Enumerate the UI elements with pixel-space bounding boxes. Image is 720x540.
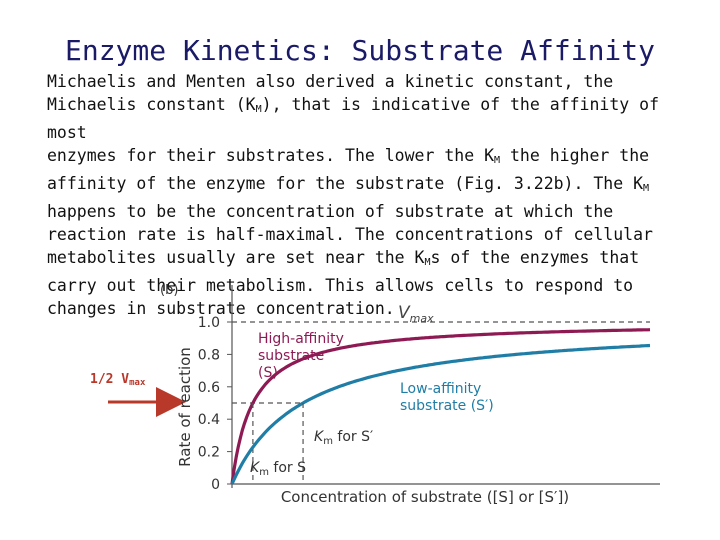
high-affinity-label: substrate — [258, 348, 324, 364]
paragraph-line: reaction rate is half-maximal. The conce… — [47, 225, 653, 244]
paragraph-line: Michaelis and Menten also derived a kine… — [47, 72, 614, 91]
high-affinity-label: High-affinity — [258, 331, 344, 347]
half-vmax-label: 1/2 Vmax — [90, 372, 145, 388]
y-tick-label: 0.6 — [198, 380, 220, 396]
km-rest: for S′ — [333, 429, 373, 445]
km-s-label: Km for S — [250, 460, 306, 478]
subscript: M — [255, 104, 262, 115]
paragraph-line: happens to be the concentration of subst… — [47, 202, 614, 221]
km-s-prime-label: Km for S′ — [314, 429, 373, 447]
high-affinity-curve — [230, 328, 651, 485]
km-sub: m — [259, 467, 269, 478]
paragraph-line: affinity of the enzyme for the substrate… — [47, 174, 650, 194]
subscript: M — [494, 155, 501, 166]
paragraph-line: enzymes for their substrates. The lower … — [47, 146, 650, 166]
subscript: M — [424, 257, 431, 268]
slide-title: Enzyme Kinetics: Substrate Affinity — [64, 34, 655, 67]
subscript: M — [643, 183, 650, 194]
y-tick-label: 1.0 — [198, 315, 220, 331]
km-rest: for S — [269, 460, 306, 476]
paragraph-line: changes in substrate concentration. — [47, 299, 395, 318]
low-affinity-label: Low-affinity — [400, 381, 481, 397]
y-tick-label: 0.8 — [198, 347, 220, 363]
y-tick-label: 0.4 — [198, 412, 220, 428]
km-main: K — [250, 460, 261, 476]
km-main: K — [314, 429, 325, 445]
body-paragraph: Michaelis and Menten also derived a kine… — [47, 70, 707, 320]
high-affinity-label: (S) — [258, 365, 278, 381]
half-vmax-main: 1/2 V — [90, 372, 130, 387]
km-sub: m — [323, 436, 333, 447]
y-tick-label: 0 — [211, 477, 220, 493]
vmax-sub: max — [410, 312, 434, 325]
y-tick-label: 0.2 — [198, 445, 220, 461]
half-vmax-sub: max — [129, 378, 146, 388]
y-axis-label: Rate of reaction — [176, 347, 194, 467]
x-axis-label: Concentration of substrate ([S] or [S′]) — [281, 488, 569, 506]
panel-label: (b) — [160, 283, 178, 298]
vmax-label: Vmax — [398, 303, 434, 325]
paragraph-line: metabolites usually are set near the KMs… — [47, 248, 640, 268]
low-affinity-label: substrate (S′) — [400, 398, 494, 414]
paragraph-line: carry out their metabolism. This allows … — [47, 276, 634, 295]
paragraph-line: Michaelis constant (KM), that is indicat… — [47, 95, 660, 142]
low-affinity-curve — [230, 343, 651, 485]
